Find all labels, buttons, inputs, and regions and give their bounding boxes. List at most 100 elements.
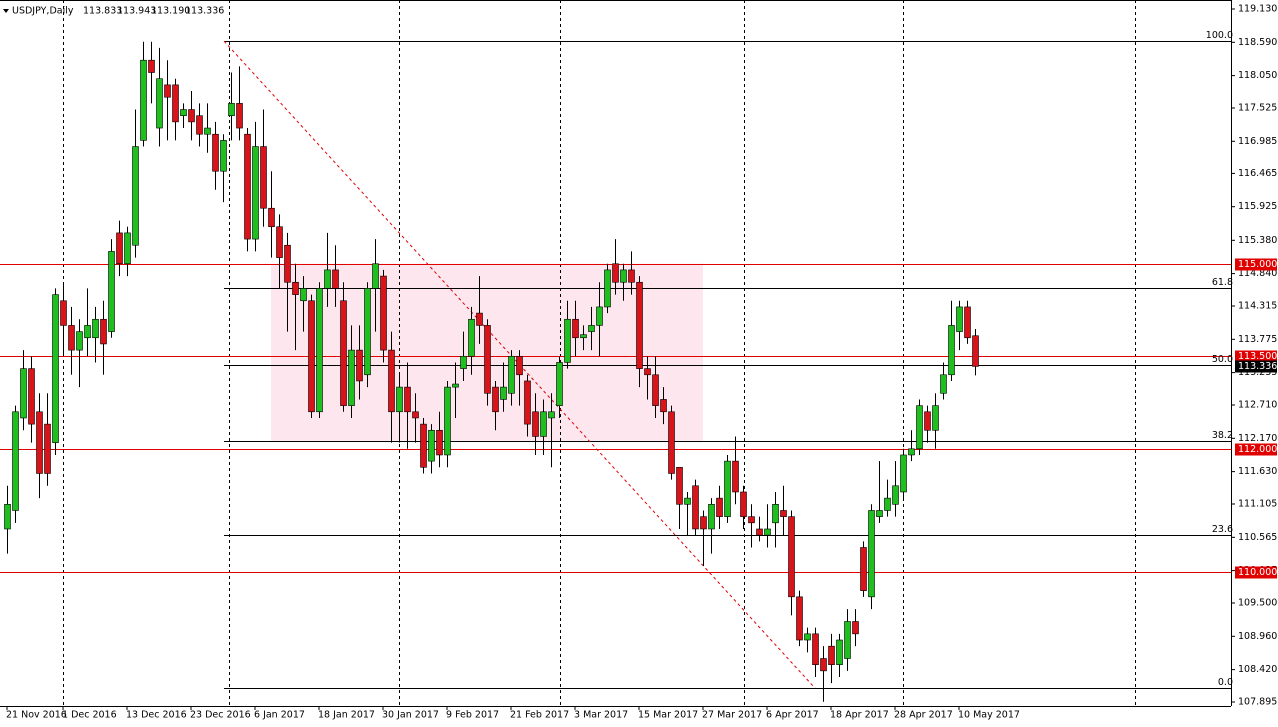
candle-body (684, 497, 691, 505)
candle-body (596, 306, 603, 326)
x-tick-label: 1 Dec 2016 (62, 710, 117, 721)
fib-label: 23.6 (1212, 524, 1233, 535)
header-open: 113.833 (83, 6, 122, 17)
x-tick-label: 23 Dec 2016 (190, 710, 251, 721)
y-tick-label: 107.895 (1238, 697, 1277, 708)
candle-body (588, 325, 595, 332)
y-tick-label: 116.465 (1238, 168, 1277, 179)
candle-body (956, 306, 963, 332)
y-tick-label: 112.170 (1238, 433, 1277, 444)
y-tick-label: 108.960 (1238, 631, 1277, 642)
candle-body (268, 207, 275, 228)
candle-body (636, 281, 643, 369)
level-label-bg (1235, 258, 1277, 271)
level-label: 110.000 (1238, 567, 1277, 578)
candle-body (4, 504, 11, 530)
candle-body (108, 251, 115, 332)
candle-body (228, 103, 235, 117)
y-tick-label: 113.775 (1238, 334, 1277, 345)
candle-body (444, 386, 451, 456)
candle-body (316, 288, 323, 413)
candle-body (164, 84, 171, 98)
candle-body (92, 318, 99, 339)
candle-body (12, 411, 19, 511)
x-tick-label: 28 Apr 2017 (894, 710, 953, 721)
level-label: 113.500 (1238, 351, 1277, 362)
candle-body (764, 528, 771, 536)
candle-body (212, 133, 219, 172)
candle-body (556, 362, 563, 406)
candle-body (500, 386, 507, 400)
candle-body (972, 335, 979, 367)
candle-body (660, 399, 667, 413)
candle-body (396, 386, 403, 413)
candle-body (836, 639, 843, 665)
y-tick-label: 115.380 (1238, 235, 1277, 246)
x-tick-label: 27 Mar 2017 (702, 710, 762, 721)
candle-body (20, 368, 27, 419)
candle-body (820, 658, 827, 672)
candle-body (580, 334, 587, 339)
candle-body (60, 300, 67, 326)
level-label: 112.000 (1238, 444, 1277, 455)
candle-body (700, 516, 707, 530)
candle-body (172, 84, 179, 123)
candle-body (52, 294, 59, 443)
fib-label: 61.8 (1212, 277, 1233, 288)
candle-body (380, 275, 387, 351)
y-tick-label: 116.985 (1238, 136, 1277, 147)
candle-body (292, 281, 299, 295)
x-tick-label: 6 Apr 2017 (766, 710, 819, 721)
y-tick-label: 114.315 (1238, 301, 1277, 312)
candle-body (788, 516, 795, 598)
candle-body (44, 423, 51, 474)
header-icon (3, 9, 9, 13)
candle-body (828, 645, 835, 665)
level-label-bg (1235, 566, 1277, 579)
candle-body (348, 349, 355, 406)
candle-body (876, 510, 883, 517)
y-tick-label: 115.925 (1238, 201, 1277, 212)
candle-body (852, 621, 859, 635)
y-tick-label: 118.050 (1238, 70, 1277, 81)
candle-body (68, 325, 75, 351)
candle-body (132, 146, 139, 246)
candle-body (964, 306, 971, 339)
fib-label: 100.0 (1206, 30, 1233, 41)
x-tick-label: 3 Mar 2017 (574, 710, 628, 721)
plot: 100.0 61.8 50.0 38.2 23.6 0.0 (0, 30, 1233, 702)
candle-body (692, 485, 699, 530)
candle-body (652, 374, 659, 406)
candle-body (564, 318, 571, 363)
candle-body (140, 59, 147, 141)
candle-body (476, 312, 483, 326)
y-tick-label: 111.630 (1238, 466, 1277, 477)
candle-body (516, 355, 523, 376)
candle-body (124, 232, 131, 265)
candle-body (428, 429, 435, 462)
y-tick-label: 109.500 (1238, 598, 1277, 609)
header: USDJPY,Daily 113.833 113.943 113.190 113… (3, 6, 224, 17)
x-tick-label: 21 Feb 2017 (510, 710, 569, 721)
candle-body (796, 596, 803, 641)
candle-body (548, 411, 555, 419)
candle-body (524, 380, 531, 425)
level-label: 115.000 (1238, 259, 1277, 270)
candle-body (804, 633, 811, 641)
fib-label: 38.2 (1212, 430, 1233, 441)
candle-body (324, 269, 331, 289)
candle-body (924, 411, 931, 431)
candle-body (356, 349, 363, 382)
candle-body (308, 300, 315, 413)
x-tick-label: 9 Feb 2017 (446, 710, 499, 721)
candle-body (884, 497, 891, 511)
y-tick-label: 108.420 (1238, 664, 1277, 675)
y-tick-label: 112.710 (1238, 400, 1277, 411)
candle-body (724, 460, 731, 517)
candle-body (236, 103, 243, 129)
candle-body (220, 140, 227, 172)
y-tick-label: 114.840 (1238, 268, 1277, 279)
candle-body (508, 355, 515, 394)
candle-body (452, 383, 459, 388)
